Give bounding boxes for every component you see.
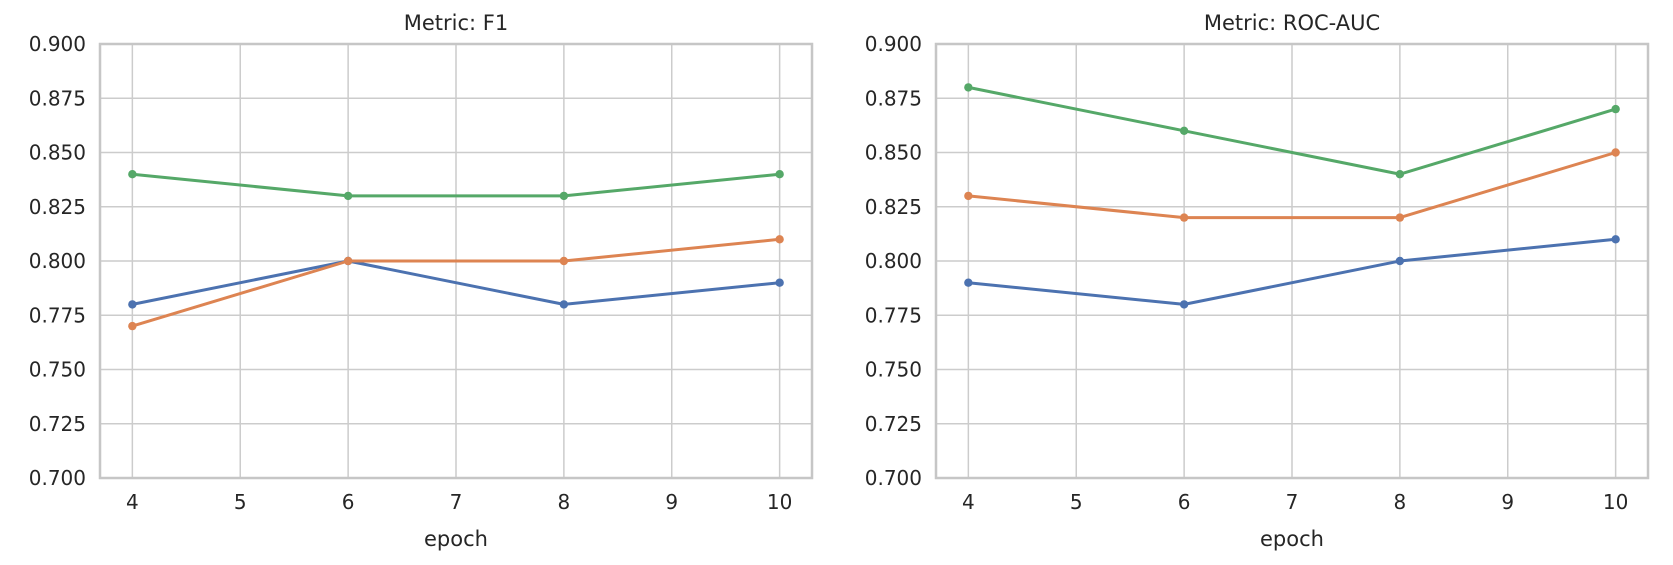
x-tick-label: 4	[126, 490, 139, 514]
marker-series-blue	[1395, 256, 1405, 266]
plot-border	[98, 42, 814, 480]
line-series-blue	[966, 237, 1618, 306]
x-tick-label: 10	[767, 490, 792, 514]
marker-series-orange	[1611, 148, 1620, 157]
x-tick-label: 7	[450, 490, 463, 514]
marker-series-orange	[1395, 213, 1405, 222]
marker-series-green	[1611, 104, 1620, 114]
x-axis-label: epoch	[424, 527, 488, 551]
marker-series-green	[964, 83, 973, 92]
x-tick-label: 5	[1070, 490, 1083, 514]
y-tick-label: 0.750	[29, 358, 86, 382]
x-axis-label: epoch	[1260, 527, 1324, 551]
x-tick-label: 5	[234, 490, 247, 514]
y-tick-label: 0.800	[29, 249, 86, 273]
marker-series-orange	[964, 191, 973, 201]
chart-panel-roc-auc: Metric: ROC-AUC 0.700 0.725 0.750 0.775 0.800…	[836, 0, 1673, 565]
line-series-green	[130, 172, 782, 198]
y-tick-label: 0.875	[29, 86, 86, 110]
line-series-orange	[966, 151, 1618, 220]
marker-series-blue	[964, 278, 973, 287]
marker-series-orange	[559, 256, 569, 266]
y-tick-label: 0.725	[29, 412, 86, 436]
y-tick-label: 0.900	[29, 32, 86, 56]
y-tick-label: 0.775	[29, 303, 86, 327]
y-tick-label: 0.800	[865, 249, 922, 273]
chart-title: Metric: F1	[404, 11, 508, 35]
x-tick-label: 7	[1286, 490, 1299, 514]
f1-line-chart: Metric: F1 0.700 0.725 0.750 0.775 0.800 0.825…	[29, 11, 814, 551]
y-tick-label: 0.850	[865, 141, 922, 165]
marker-series-orange	[775, 235, 784, 244]
marker-series-blue	[559, 300, 569, 309]
x-tick-label: 8	[558, 490, 571, 514]
x-tick-label: 9	[1501, 490, 1514, 514]
marker-series-green	[1395, 170, 1405, 179]
y-tick-label: 0.700	[29, 466, 86, 490]
chart-panel-f1: Metric: F1 0.700 0.725 0.750 0.775 0.800 0.825…	[0, 0, 836, 565]
marker-series-green	[559, 191, 569, 201]
marker-series-blue	[775, 278, 784, 287]
line-series-orange	[130, 237, 782, 328]
x-tick-label: 9	[665, 490, 678, 514]
marker-series-orange	[1179, 213, 1189, 222]
marker-series-orange	[343, 256, 353, 266]
y-tick-label: 0.900	[865, 32, 922, 56]
marker-series-orange	[128, 321, 137, 331]
y-tick-label: 0.825	[29, 195, 86, 219]
line-series-blue	[130, 259, 782, 306]
marker-series-green	[343, 191, 353, 201]
x-tick-label: 10	[1603, 490, 1628, 514]
marker-series-green	[1179, 126, 1189, 135]
y-tick-label: 0.725	[865, 412, 922, 436]
roc-auc-line-chart: Metric: ROC-AUC 0.700 0.725 0.750 0.775 0.800…	[865, 11, 1650, 551]
marker-series-green	[775, 170, 784, 179]
marker-series-blue	[1611, 235, 1620, 244]
x-tick-label: 6	[1178, 490, 1191, 514]
y-tick-label: 0.825	[865, 195, 922, 219]
y-tick-label: 0.850	[29, 141, 86, 165]
y-tick-label: 0.875	[865, 86, 922, 110]
x-tick-label: 8	[1394, 490, 1407, 514]
plot-border	[934, 42, 1650, 480]
line-series-green	[966, 85, 1618, 176]
y-tick-label: 0.700	[865, 466, 922, 490]
y-tick-label: 0.775	[865, 303, 922, 327]
x-tick-label: 4	[962, 490, 975, 514]
marker-series-blue	[128, 300, 137, 309]
chart-title: Metric: ROC-AUC	[1204, 11, 1380, 35]
marker-series-green	[128, 170, 137, 179]
y-tick-label: 0.750	[865, 358, 922, 382]
x-tick-label: 6	[342, 490, 355, 514]
marker-series-blue	[1179, 300, 1189, 309]
